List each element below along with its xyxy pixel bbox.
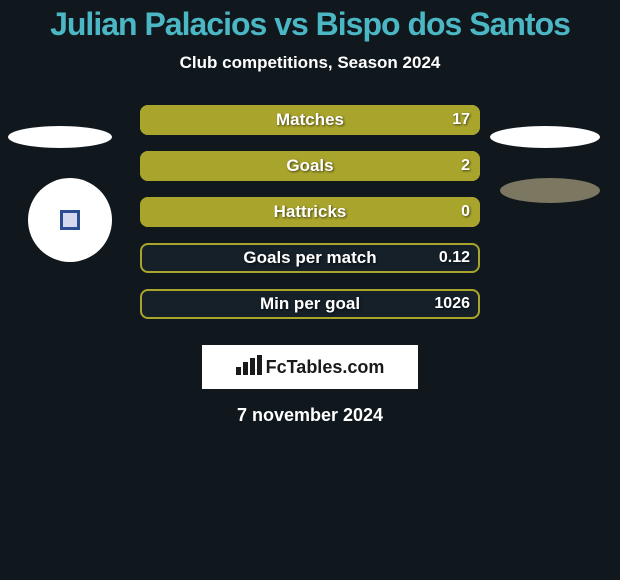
date-line: 7 november 2024 (0, 405, 620, 426)
stat-value: 0.12 (140, 243, 480, 273)
decor-ellipse (490, 126, 600, 148)
stat-row: Min per goal1026 (0, 289, 620, 335)
club-badge (28, 178, 112, 262)
decor-ellipse (8, 126, 112, 148)
decor-ellipse (500, 178, 600, 203)
stat-value: 0 (140, 197, 480, 227)
comparison-subtitle: Club competitions, Season 2024 (0, 53, 620, 73)
stat-value: 1026 (140, 289, 480, 319)
stat-value: 17 (140, 105, 480, 135)
logo-text: FcTables.com (266, 357, 385, 378)
fctables-logo: FcTables.com (202, 345, 418, 389)
badge-placeholder-icon (60, 210, 80, 230)
stat-value: 2 (140, 151, 480, 181)
comparison-title: Julian Palacios vs Bispo dos Santos (0, 0, 620, 43)
bars-icon (236, 355, 262, 380)
